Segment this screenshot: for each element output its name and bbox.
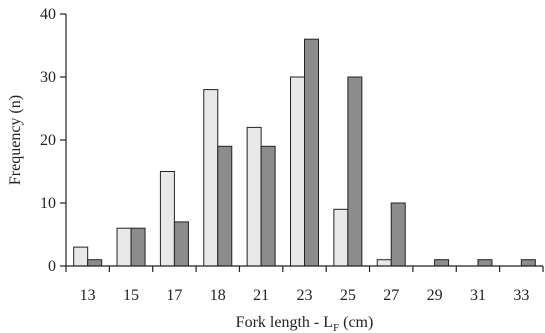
- bar-series-1-27: [376, 259, 392, 267]
- bar-series-1-25: [333, 208, 349, 267]
- x-tick-labels: 13 15 17 18 21 23 25 27 29 31 33: [80, 287, 530, 304]
- y-axis-title: Frequency (n): [7, 95, 24, 185]
- bar-series-1-21: [246, 126, 262, 267]
- x-tick-label: 13: [80, 287, 96, 304]
- bar-series-2-17: [173, 221, 189, 267]
- x-axis-title-unit: (cm): [343, 314, 373, 331]
- bar-series-1-15: [116, 227, 132, 267]
- y-ticks: [60, 13, 66, 267]
- bar-series-2-21: [260, 145, 276, 267]
- x-tick-label: 27: [383, 287, 399, 304]
- bar-series-1-18: [203, 89, 219, 267]
- bar-series-1-13: [73, 246, 89, 267]
- bar-series-2-27: [390, 202, 406, 267]
- x-axis-title-main: Fork length - L: [236, 314, 333, 331]
- y-tick-labels: 0 10 20 30 40: [40, 6, 56, 275]
- x-tick-label: 29: [427, 287, 443, 304]
- bar-series-2-18: [217, 145, 233, 267]
- y-tick-label: 30: [40, 69, 56, 86]
- x-axis-title-subscript: F: [333, 322, 339, 333]
- x-axis-title: Fork length - LF (cm): [236, 314, 374, 333]
- bar-series-2-13: [87, 259, 103, 267]
- bar-series-2-25: [347, 76, 363, 267]
- y-tick-label: 10: [40, 195, 56, 212]
- bar-series-1-23: [290, 76, 305, 267]
- x-ticks: [65, 266, 544, 272]
- x-tick-label: 21: [253, 287, 269, 304]
- y-tick-label: 40: [40, 6, 56, 23]
- bar-series-2-23: [304, 38, 319, 267]
- x-tick-label: 18: [210, 287, 226, 304]
- bar-series-2-15: [130, 227, 146, 267]
- x-tick-label: 15: [123, 287, 139, 304]
- x-tick-label: 23: [297, 287, 313, 304]
- bars: [73, 38, 536, 267]
- y-tick-label: 0: [48, 258, 56, 275]
- bar-series-2-31: [477, 259, 493, 267]
- y-tick-label: 20: [40, 132, 56, 149]
- x-tick-label: 25: [340, 287, 356, 304]
- bar-series-1-17: [159, 171, 175, 267]
- x-tick-label: 31: [470, 287, 486, 304]
- bar-series-2-33: [520, 259, 536, 267]
- x-tick-label: 33: [513, 287, 529, 304]
- bar-series-2-29: [434, 259, 450, 267]
- x-tick-label: 17: [166, 287, 182, 304]
